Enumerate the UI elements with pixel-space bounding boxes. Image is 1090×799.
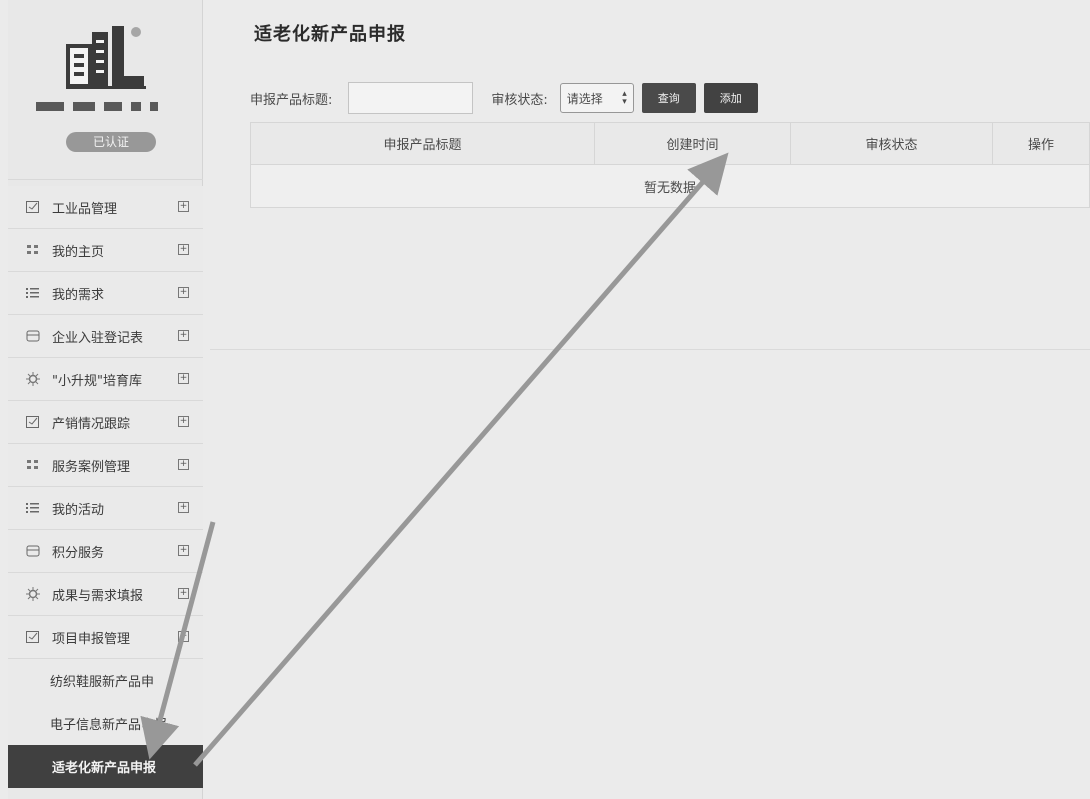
expand-icon[interactable]: + <box>178 201 189 212</box>
form-icon <box>24 628 42 646</box>
expand-icon[interactable]: + <box>178 330 189 341</box>
sidebar-item-my-activities[interactable]: 我的活动 + <box>8 487 203 530</box>
sidebar-item-results-demands[interactable]: 成果与需求填报 + <box>8 573 203 616</box>
sidebar-item-label: 工业品管理 <box>52 201 118 217</box>
expand-icon[interactable]: + <box>178 631 189 642</box>
column-header: 操作 <box>1027 138 1054 153</box>
company-logo-icon <box>66 26 146 89</box>
expand-icon[interactable]: + <box>178 287 189 298</box>
gear-icon <box>24 585 42 603</box>
expand-icon[interactable]: + <box>178 416 189 427</box>
sidebar-subitem-label: 电子信息新产品申报 <box>50 718 168 733</box>
page-title: 适老化新产品申报 <box>254 24 406 45</box>
sidebar-item-my-homepage[interactable]: 我的主页 + <box>8 229 203 272</box>
sidebar-item-label: "小升规"培育库 <box>52 373 142 389</box>
list-icon <box>24 284 42 302</box>
applications-table: 申报产品标题 创建时间 审核状态 操作 暂无数据 <box>250 122 1090 208</box>
logo-subtext-graphic <box>36 100 186 112</box>
store-icon <box>24 542 42 560</box>
review-status-select[interactable]: 请选择 ▴ ▾ <box>559 83 634 113</box>
store-icon <box>24 327 42 345</box>
sidebar-item-industrial-products[interactable]: 工业品管理 + <box>8 186 203 229</box>
sidebar-item-enterprise-registration[interactable]: 企业入驻登记表 + <box>8 315 203 358</box>
logo-area: 已认证 <box>8 0 203 180</box>
empty-state-row: 暂无数据 <box>251 165 1089 207</box>
sidebar-item-label: 项目申报管理 <box>52 631 131 647</box>
product-title-input[interactable] <box>348 82 474 114</box>
sidebar-item-label: 我的主页 <box>52 244 105 260</box>
query-button[interactable]: 查询 <box>641 83 696 113</box>
expand-icon[interactable]: + <box>178 373 189 384</box>
sidebar-item-service-cases[interactable]: 服务案例管理 + <box>8 444 203 487</box>
add-button[interactable]: 添加 <box>703 83 758 113</box>
form-icon <box>24 413 42 431</box>
sidebar: 已认证 工业品管理 + 我的主页 + 我的需求 + <box>8 0 203 799</box>
sidebar-subitem-electronic-info[interactable]: 电子信息新产品申报 <box>8 702 203 745</box>
gear-icon <box>24 370 42 388</box>
sidebar-item-label: 我的活动 <box>52 502 105 518</box>
main-content: 适老化新产品申报 申报产品标题: 审核状态: 请选择 ▴ ▾ 查询 添加 申报产品… <box>210 0 1090 350</box>
table-header: 申报产品标题 创建时间 审核状态 操作 <box>251 123 1089 165</box>
sidebar-item-incubation-library[interactable]: "小升规"培育库 + <box>8 358 203 401</box>
product-title-label: 申报产品标题: <box>250 92 333 108</box>
grid-icon <box>24 241 42 259</box>
sidebar-item-my-demands[interactable]: 我的需求 + <box>8 272 203 315</box>
sidebar-item-label: 企业入驻登记表 <box>52 330 144 346</box>
review-status-label: 审核状态: <box>491 92 548 108</box>
column-header: 审核状态 <box>791 123 993 164</box>
sidebar-item-label: 积分服务 <box>52 545 105 561</box>
form-icon <box>24 198 42 216</box>
select-arrows-icon: ▴ ▾ <box>622 89 627 107</box>
sidebar-item-points-service[interactable]: 积分服务 + <box>8 530 203 573</box>
sidebar-item-label: 我的需求 <box>52 287 105 303</box>
sidebar-subitem-label: 纺织鞋服新产品申 <box>50 675 155 690</box>
expand-icon[interactable]: + <box>178 459 189 470</box>
grid-icon <box>24 456 42 474</box>
expand-icon[interactable]: + <box>178 502 189 513</box>
filter-bar: 申报产品标题: 审核状态: 请选择 ▴ ▾ 查询 添加 <box>250 78 1090 118</box>
sidebar-item-project-application[interactable]: 项目申报管理 + <box>8 616 203 659</box>
sidebar-subitem-textile-footwear[interactable]: 纺织鞋服新产品申 <box>8 659 203 702</box>
column-header: 申报产品标题 <box>251 123 595 164</box>
sidebar-item-sales-tracking[interactable]: 产销情况跟踪 + <box>8 401 203 444</box>
verified-badge: 已认证 <box>66 132 156 152</box>
sidebar-item-label: 服务案例管理 <box>52 459 131 475</box>
expand-icon[interactable]: + <box>178 588 189 599</box>
sidebar-item-label: 成果与需求填报 <box>52 588 144 604</box>
column-header: 创建时间 <box>595 123 791 164</box>
list-icon <box>24 499 42 517</box>
sidebar-nav: 工业品管理 + 我的主页 + 我的需求 + 企业入驻登记表 + <box>8 186 203 788</box>
sidebar-item-label: 产销情况跟踪 <box>52 416 131 432</box>
sidebar-subitem-elderly-friendly[interactable]: 适老化新产品申报 <box>8 745 203 788</box>
sidebar-subitem-label: 适老化新产品申报 <box>52 761 157 776</box>
empty-state-text: 暂无数据 <box>643 180 696 196</box>
review-status-selected: 请选择 <box>566 91 603 106</box>
expand-icon[interactable]: + <box>178 244 189 255</box>
expand-icon[interactable]: + <box>178 545 189 556</box>
